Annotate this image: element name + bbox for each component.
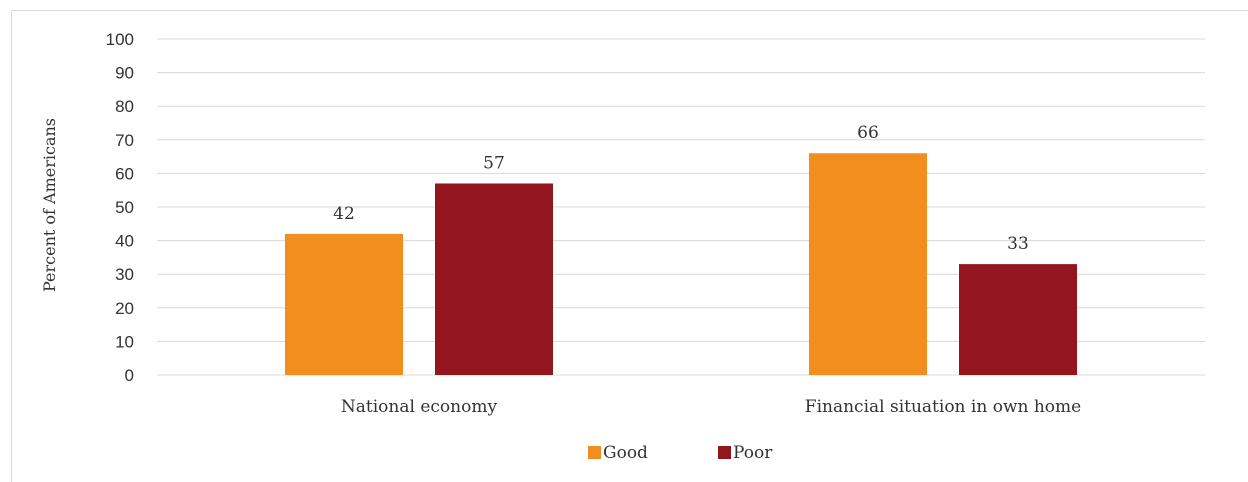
y-tick-label: 40 [115, 232, 134, 251]
data-label: 42 [333, 204, 355, 224]
bars [285, 153, 1077, 375]
y-tick-label: 10 [115, 332, 134, 351]
data-label: 66 [857, 123, 879, 143]
y-tick-label: 90 [115, 64, 134, 83]
legend-label-good: Good [603, 443, 648, 463]
y-tick-label: 60 [115, 164, 134, 183]
y-tick-label: 20 [115, 299, 134, 318]
y-tick-label: 100 [106, 30, 134, 49]
data-label: 33 [1007, 234, 1029, 254]
y-axis-ticks: 0 10 20 30 40 50 60 70 80 90 100 [106, 30, 134, 385]
y-tick-label: 0 [125, 366, 134, 385]
legend-label-poor: Poor [733, 443, 773, 463]
legend-swatch-good [588, 446, 601, 459]
y-tick-label: 50 [115, 198, 134, 217]
bar-good-0 [285, 233, 403, 375]
legend-swatch-poor [718, 446, 731, 459]
category-label: National economy [341, 397, 498, 417]
data-label: 57 [483, 153, 505, 173]
y-tick-label: 80 [115, 97, 134, 116]
y-axis-title: Percent of Americans [40, 118, 59, 292]
y-tick-label: 30 [115, 265, 134, 284]
bar-poor-0 [435, 183, 553, 375]
category-label: Financial situation in own home [805, 397, 1081, 417]
chart-frame [11, 10, 1248, 482]
bar-poor-1 [959, 264, 1077, 375]
y-tick-label: 70 [115, 131, 134, 150]
category-labels: National economy Financial situation in o… [341, 397, 1081, 417]
data-labels: 42 57 66 33 [333, 123, 1029, 254]
legend: Good Poor [588, 443, 773, 463]
bar-good-1 [809, 153, 927, 375]
